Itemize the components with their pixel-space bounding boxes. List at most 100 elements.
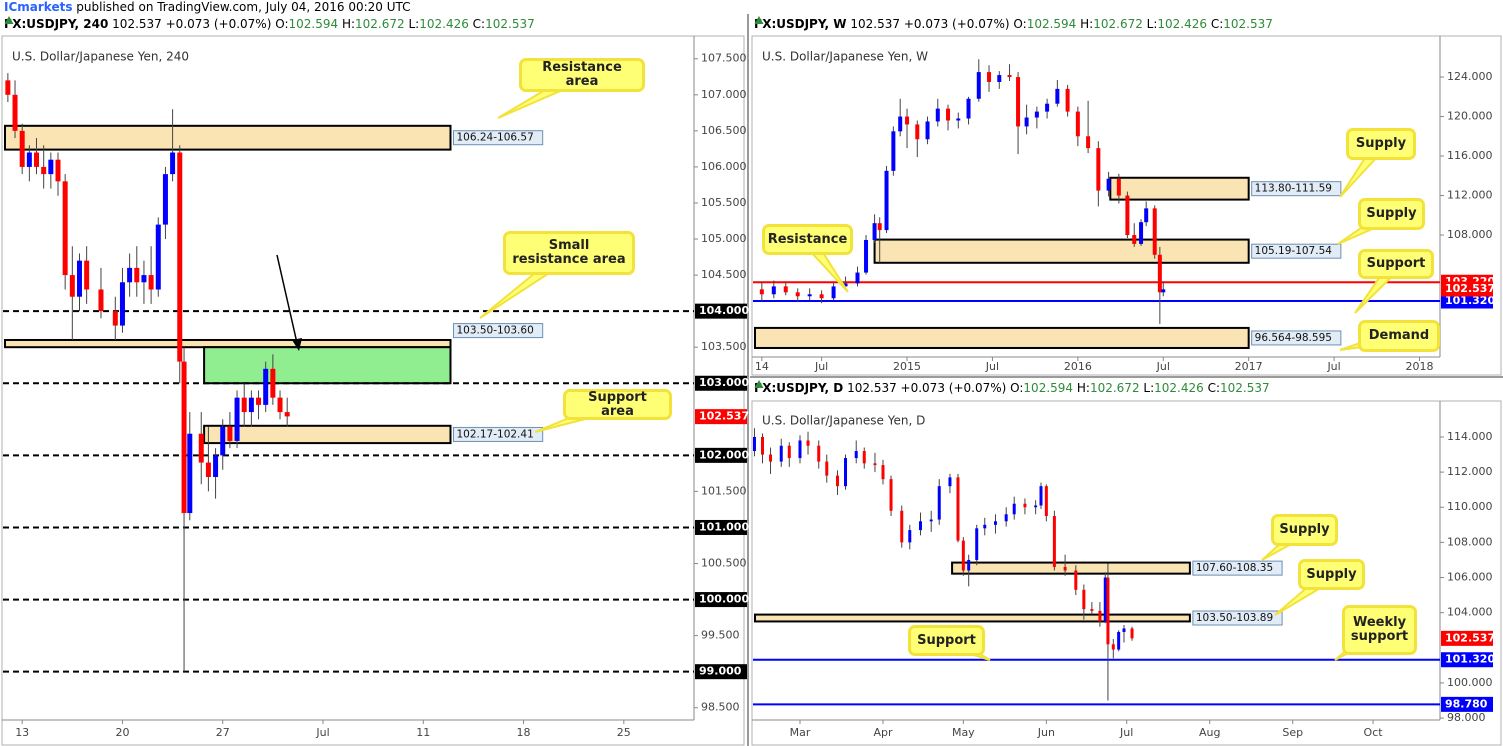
candle-body [918, 521, 922, 531]
candle-body [1122, 628, 1126, 632]
zone [754, 326, 1250, 349]
candle-body [975, 528, 979, 560]
candle-body [844, 458, 848, 487]
candle-body [241, 397, 247, 413]
x-tick-label: May [952, 726, 975, 739]
candle-body [284, 412, 290, 417]
ohlc-label: C: [1207, 381, 1221, 395]
y-tick-label: 105.500 [701, 196, 747, 209]
x-tick-label: 14 [755, 360, 769, 373]
ohlc-label: O: [1010, 381, 1024, 395]
candle-body [155, 224, 161, 290]
candle-body [1012, 503, 1016, 515]
candle-body [819, 294, 824, 299]
candle-body [961, 540, 965, 571]
candle-body [256, 397, 262, 405]
candle-body [759, 289, 764, 295]
ohlc-label: L: [1146, 17, 1158, 31]
change: +0.073 (+0.07%) [900, 381, 1007, 395]
level-label: 100.000 [699, 593, 749, 606]
candle-body [908, 530, 912, 543]
level-label-box [1441, 696, 1493, 712]
chart-title: U.S. Dollar/Japanese Yen, W [762, 50, 928, 64]
candle-body [925, 121, 930, 140]
callout: Resistance area [519, 58, 645, 92]
zone-label-box [1251, 243, 1342, 259]
arrow [276, 254, 298, 344]
ohlc-value: 102.594 [1023, 381, 1074, 395]
x-tick-label: Jul [985, 360, 999, 373]
ohlc-label: L: [408, 17, 420, 31]
ohlc-value: 102.672 [355, 17, 405, 31]
level-label: 101.000 [699, 520, 749, 533]
x-tick-label: 2017 [1235, 360, 1263, 373]
zone-label: 106.24-106.57 [456, 132, 533, 144]
candle-body [1023, 503, 1027, 508]
y-tick-label: 100.500 [701, 557, 747, 570]
level-label: 98.780 [1445, 697, 1488, 710]
y-tick-label: 124.000 [1447, 70, 1493, 83]
candle-body [872, 223, 877, 240]
candle-body [854, 451, 858, 459]
callout: Demand [1358, 320, 1440, 352]
candle-body [1106, 178, 1111, 191]
candle-body [141, 275, 147, 283]
chart-title: U.S. Dollar/Japanese Yen, 240 [12, 50, 189, 64]
y-tick-label: 114.000 [1447, 430, 1493, 443]
candle-body [98, 289, 104, 312]
candle-body [956, 118, 961, 121]
callout: Resistance [762, 224, 853, 255]
info-bar: FX:USDJPY, 240 102.537 +0.073 (+0.07%) O… [4, 15, 535, 33]
candle-body [855, 272, 860, 284]
callout: Support [908, 625, 985, 656]
info-bar: FX:USDJPY, W 102.537 +0.073 (+0.07%) O:1… [754, 15, 1273, 33]
symbol: FX:USDJPY, 240 [4, 17, 109, 31]
candle-body [1132, 235, 1137, 244]
ohlc-label: L: [1143, 381, 1155, 395]
zone-label-box [452, 130, 544, 146]
candle-body [234, 397, 240, 441]
candle-body [119, 282, 125, 326]
candle-body [170, 152, 176, 175]
ohlc-value: 102.537 [485, 17, 535, 31]
candle-body [1074, 570, 1078, 590]
ohlc-label: C: [1210, 17, 1224, 31]
candle-body [1045, 103, 1050, 112]
candle-body [227, 426, 233, 441]
candle-body [831, 286, 836, 299]
candle-body [181, 361, 187, 514]
candle-body [1161, 289, 1166, 293]
symbol: FX:USDJPY, D [754, 381, 844, 395]
x-tick-label: 18 [517, 726, 531, 739]
candle-body [162, 174, 168, 225]
zone [754, 613, 1191, 623]
candle-body [905, 116, 910, 125]
zone [4, 124, 452, 151]
candle-body [205, 462, 211, 477]
y-tick-label: 107.500 [701, 52, 747, 65]
candle-body [1075, 111, 1080, 137]
x-tick-label: Jun [1037, 726, 1055, 739]
last-price-box [1441, 281, 1493, 297]
candle-body [1034, 111, 1039, 118]
level-label-box [695, 375, 747, 391]
candle-body [1157, 254, 1162, 293]
candle-body [795, 292, 800, 297]
candle-body [55, 159, 61, 182]
candle-body [1096, 148, 1101, 191]
candle-body [993, 521, 997, 525]
candle-body [807, 294, 812, 297]
up-triangle [754, 16, 764, 24]
y-tick-label: 116.000 [1447, 149, 1493, 162]
y-tick-label: 105.000 [701, 232, 747, 245]
x-tick-label: 2015 [893, 360, 921, 373]
x-tick-label: Jul [814, 360, 828, 373]
candle-body [1016, 77, 1021, 127]
candle-body [1024, 117, 1029, 127]
brand: ICmarkets [4, 0, 73, 14]
candle-body [956, 477, 960, 541]
zone-label-box [452, 426, 544, 442]
candle-body [787, 445, 791, 459]
candle-body [884, 170, 889, 231]
